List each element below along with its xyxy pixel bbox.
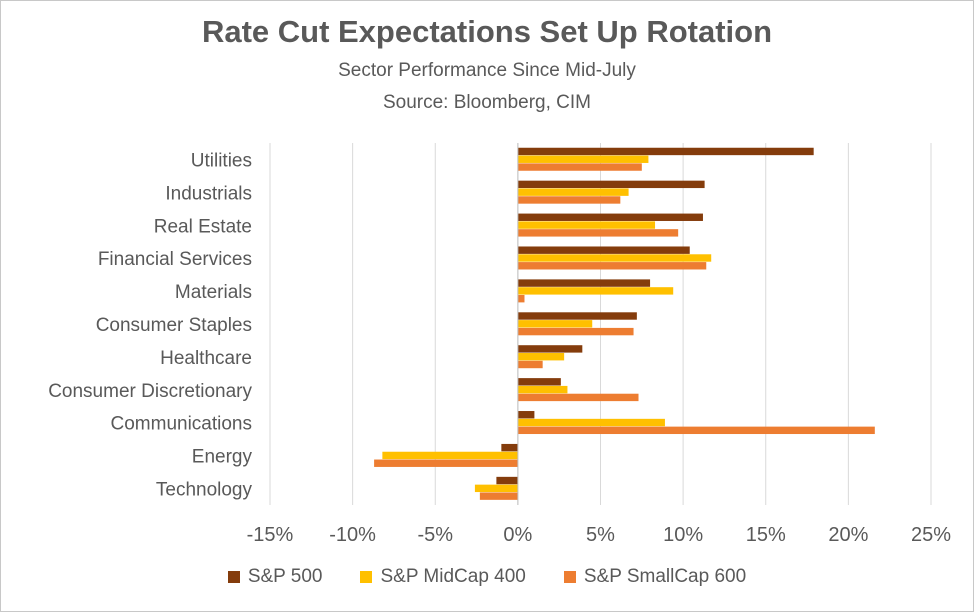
category-label: Materials [175, 282, 252, 303]
bar [517, 254, 712, 262]
chart-source: Source: Bloomberg, CIM [382, 92, 592, 113]
bar [517, 418, 665, 427]
bar [517, 345, 583, 353]
bar [517, 221, 656, 229]
x-tick-label: 20% [828, 524, 868, 546]
bar [517, 426, 875, 435]
category-label: Financial Services [98, 249, 252, 270]
bar [479, 492, 518, 500]
bar [382, 451, 518, 460]
bar [517, 385, 568, 394]
chart-subtitle: Sector Performance Since Mid-July [338, 60, 636, 81]
bar [517, 163, 642, 171]
chart-title: Rate Cut Expectations Set Up Rotation [201, 14, 773, 49]
bar [517, 246, 690, 254]
category-label: Communications [111, 414, 253, 435]
legend-item-sp500: S&P 500 [227, 566, 323, 588]
bar [517, 294, 525, 303]
bar [517, 279, 651, 287]
chart-legend: S&P 500 S&P MidCap 400 S&P SmallCap 600 [0, 566, 974, 588]
category-label: Utilities [191, 150, 252, 171]
x-tick-label: 10% [663, 524, 703, 546]
category-label: Technology [156, 480, 253, 501]
x-tick-label: 0% [503, 524, 532, 546]
legend-item-smallcap600: S&P SmallCap 600 [563, 566, 747, 588]
bar [517, 411, 535, 419]
bar [517, 196, 621, 204]
category-label: Healthcare [160, 348, 252, 369]
legend-swatch-midcap400 [360, 571, 373, 583]
bar [517, 287, 674, 295]
category-label: Consumer Staples [96, 315, 252, 336]
category-label: Energy [192, 447, 253, 468]
category-label: Consumer Discretionary [48, 381, 252, 402]
bar [517, 327, 634, 336]
bar [517, 312, 637, 320]
bar [517, 147, 814, 156]
x-tick-label: -15% [247, 524, 294, 546]
bar [374, 459, 518, 467]
bar [496, 476, 518, 485]
bar [474, 484, 518, 493]
x-tick-label: 25% [911, 524, 951, 546]
x-tick-label: -5% [417, 524, 453, 546]
bar [517, 360, 543, 369]
bar [517, 155, 649, 163]
x-tick-label: -10% [329, 524, 376, 546]
legend-item-midcap400: S&P MidCap 400 [360, 566, 526, 588]
category-label: Real Estate [154, 216, 252, 237]
x-tick-label: 5% [586, 524, 615, 546]
bar [517, 262, 707, 270]
legend-label-midcap400: S&P MidCap 400 [380, 566, 526, 587]
category-label: Industrials [165, 183, 252, 204]
legend-label-sp500: S&P 500 [247, 566, 323, 587]
bar [517, 378, 561, 386]
bar [501, 443, 518, 452]
bar [517, 320, 593, 328]
bar [517, 229, 679, 237]
legend-swatch-sp500 [227, 571, 240, 583]
bar [517, 188, 629, 196]
x-tick-label: 15% [746, 524, 786, 546]
bar [517, 393, 639, 402]
bar [517, 353, 565, 361]
legend-label-smallcap600: S&P SmallCap 600 [583, 566, 747, 587]
bar [517, 213, 703, 221]
legend-swatch-smallcap600 [563, 571, 576, 583]
bar [517, 180, 705, 189]
